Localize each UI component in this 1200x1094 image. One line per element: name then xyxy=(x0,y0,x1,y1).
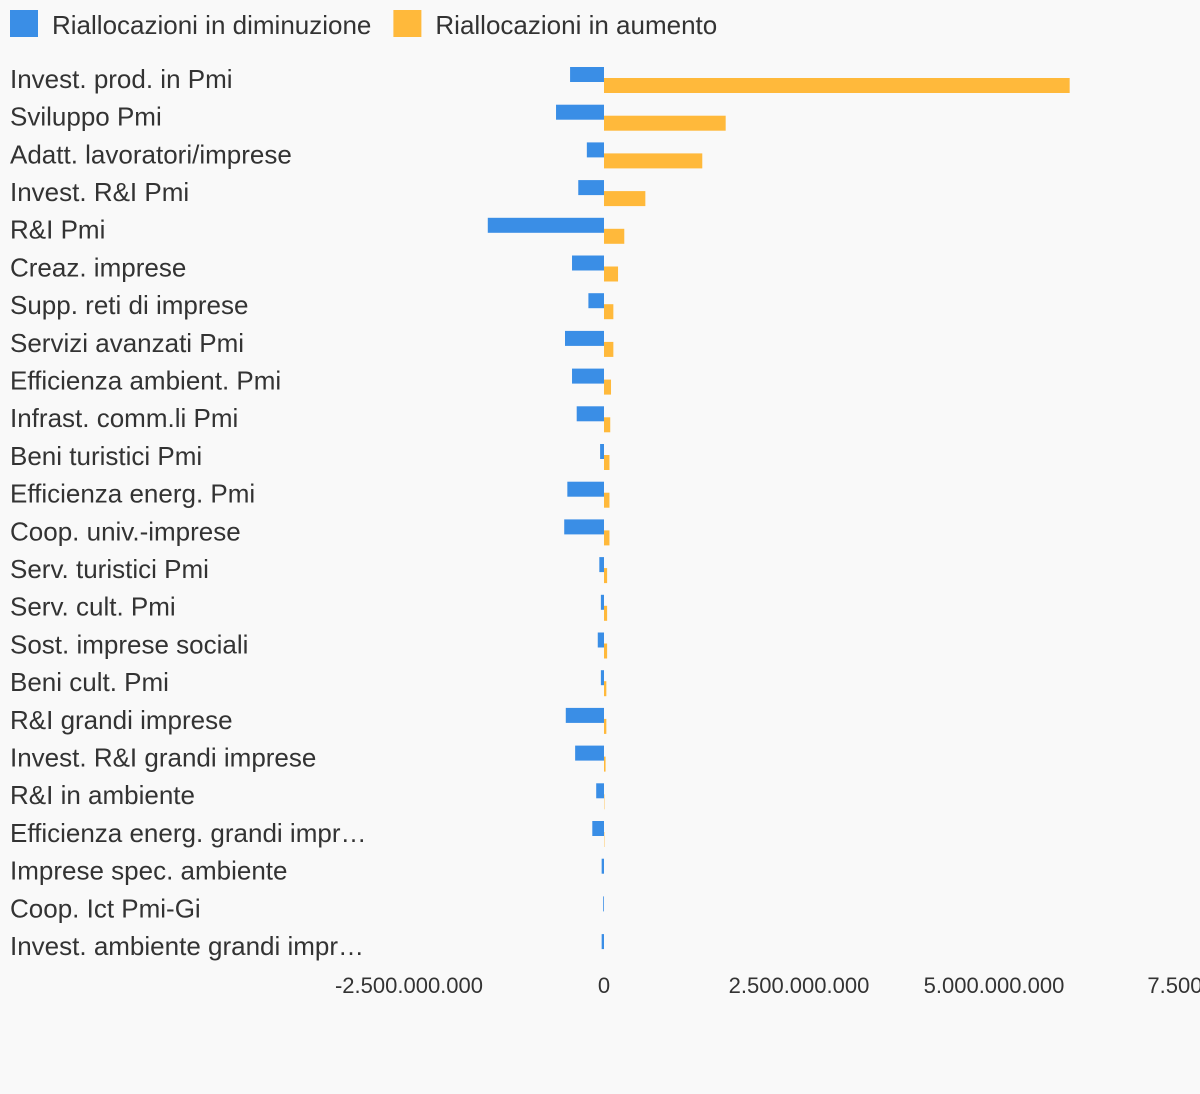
bar xyxy=(556,104,604,120)
category-label: Coop. univ.-imprese xyxy=(10,516,241,546)
bar xyxy=(604,266,619,282)
category-label: Serv. cult. Pmi xyxy=(10,592,176,622)
category-label: Servizi avanzati Pmi xyxy=(10,328,244,358)
bar xyxy=(575,745,604,761)
bar xyxy=(604,605,608,621)
category-label: Sost. imprese sociali xyxy=(10,629,248,659)
category-label: Adatt. lavoratori/imprese xyxy=(10,139,292,169)
bar xyxy=(604,568,608,584)
category-label: Serv. turistici Pmi xyxy=(10,554,209,584)
bar xyxy=(565,330,604,346)
bar xyxy=(576,406,604,422)
x-tick-label: 2.500.000.000 xyxy=(729,973,870,998)
category-label: R&I Pmi xyxy=(10,215,105,245)
bar xyxy=(603,896,604,912)
category-label: Invest. ambiente grandi impr… xyxy=(10,931,364,961)
category-label: Beni cult. Pmi xyxy=(10,667,169,697)
bar xyxy=(597,632,604,648)
bar xyxy=(601,934,604,950)
bar xyxy=(588,293,604,309)
bar xyxy=(586,142,604,158)
x-tick-label: 5.000.000.000 xyxy=(924,973,1065,998)
bar xyxy=(596,783,604,799)
bar xyxy=(604,341,614,357)
bar xyxy=(604,304,614,320)
legend-label: Riallocazioni in aumento xyxy=(435,10,717,40)
bar xyxy=(604,756,606,772)
bar xyxy=(604,681,607,697)
bar xyxy=(604,718,607,734)
bar xyxy=(604,191,646,207)
bar xyxy=(600,594,604,610)
x-tick-label: 0 xyxy=(598,973,610,998)
x-tick-label: 7.500.… xyxy=(1147,973,1200,998)
bar xyxy=(604,530,610,546)
bar xyxy=(600,670,604,686)
bar xyxy=(487,217,604,233)
bar xyxy=(565,707,604,723)
bar xyxy=(604,153,703,169)
category-label: Invest. prod. in Pmi xyxy=(10,64,233,94)
bar xyxy=(567,481,604,497)
category-label: Creaz. imprese xyxy=(10,252,186,282)
category-label: Infrast. comm.li Pmi xyxy=(10,403,238,433)
bar xyxy=(604,115,726,131)
category-label: Efficienza ambient. Pmi xyxy=(10,365,281,395)
bar xyxy=(604,492,610,508)
category-label: Beni turistici Pmi xyxy=(10,441,202,471)
bar xyxy=(599,557,604,573)
bar xyxy=(601,858,604,874)
category-label: Efficienza energ. Pmi xyxy=(10,479,255,509)
category-label: Invest. R&I grandi imprese xyxy=(10,742,316,772)
bar xyxy=(592,821,604,836)
bar xyxy=(570,67,604,82)
category-label: Supp. reti di imprese xyxy=(10,290,248,320)
bar xyxy=(600,444,604,459)
category-label: Imprese spec. ambiente xyxy=(10,856,287,886)
category-label: Invest. R&I Pmi xyxy=(10,177,189,207)
bar xyxy=(604,455,610,470)
bar xyxy=(604,417,611,433)
bar xyxy=(578,180,604,196)
bar xyxy=(572,255,604,271)
bar xyxy=(604,228,625,244)
bar xyxy=(604,78,1070,93)
bar xyxy=(564,519,604,535)
category-label: Sviluppo Pmi xyxy=(10,102,162,132)
legend-swatch xyxy=(393,10,422,37)
category-label: Coop. Ict Pmi-Gi xyxy=(10,893,201,923)
bar xyxy=(604,643,608,659)
category-label: R&I in ambiente xyxy=(10,780,195,810)
legend-label: Riallocazioni in diminuzione xyxy=(52,10,371,40)
bar xyxy=(572,368,604,384)
bar xyxy=(604,379,612,395)
x-tick-label: -2.500.000.000 xyxy=(335,973,483,998)
legend-swatch xyxy=(10,10,38,37)
category-label: Efficienza energ. grandi impr… xyxy=(10,818,366,848)
category-label: R&I grandi imprese xyxy=(10,705,233,735)
